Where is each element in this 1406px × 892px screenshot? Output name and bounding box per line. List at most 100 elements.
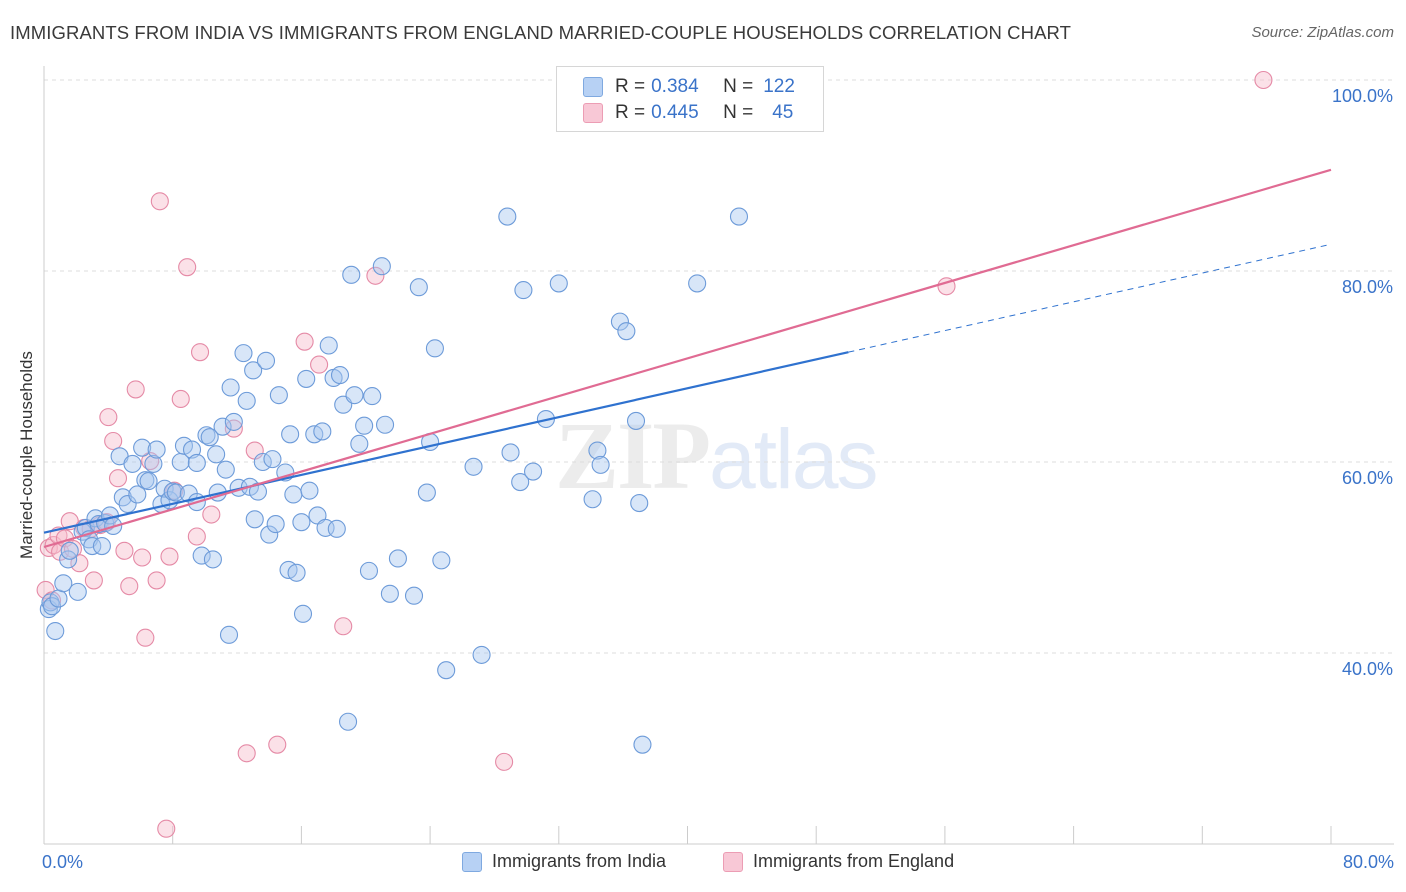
england-point (157, 819, 176, 838)
india-point (472, 645, 491, 664)
india-point (123, 454, 142, 473)
india-point (60, 541, 79, 560)
england-point (202, 505, 221, 524)
india-point (263, 450, 282, 469)
england-point (70, 554, 89, 573)
india-point (203, 550, 222, 569)
england-n-value: 45 (772, 102, 794, 123)
india-point (342, 265, 361, 284)
india-point (144, 454, 163, 473)
england-point (133, 548, 152, 567)
india-point (297, 369, 316, 388)
india-point (192, 546, 211, 565)
india-point (256, 351, 276, 370)
india-point (92, 536, 111, 556)
trend-lines (43, 168, 1332, 549)
england-point (178, 258, 197, 277)
india-point (49, 589, 68, 608)
chart-title: IMMIGRANTS FROM INDIA VS IMMIGRANTS FROM… (10, 22, 1072, 43)
legend-item-england[interactable]: Immigrants from England (723, 851, 954, 872)
india-point (281, 425, 300, 444)
india-point (182, 440, 202, 459)
india-point (330, 366, 350, 385)
england-point (126, 380, 145, 399)
england-point (141, 451, 160, 471)
india-point (327, 519, 346, 538)
india-point (432, 551, 451, 570)
england-point (160, 547, 179, 566)
correlation-legend: R = 0.384 N = 122 R = 0.445 N = 45 (556, 66, 824, 132)
india-point (380, 584, 399, 603)
england-points (36, 70, 1273, 838)
india-legend-label: Immigrants from India (492, 851, 667, 871)
y-axis-label-wrap: Married-couple Households (17, 330, 41, 580)
india-point (355, 416, 374, 435)
y-tick-label: 100.0% (1331, 86, 1393, 106)
y-tick-label: 40.0% (1341, 659, 1393, 679)
india-point (200, 428, 219, 447)
india-n-value: 122 (763, 76, 795, 97)
india-point (46, 621, 65, 641)
india-point (437, 661, 456, 680)
england-point (366, 266, 385, 285)
england-point (84, 571, 103, 590)
india-point (626, 411, 646, 430)
england-point (147, 571, 166, 590)
india-r-value: 0.384 (651, 76, 699, 97)
india-point (128, 485, 147, 504)
india-point (197, 426, 216, 445)
watermark-atlas: atlas (709, 412, 878, 506)
england-point (104, 431, 123, 451)
india-point (350, 434, 369, 453)
india-point (688, 274, 707, 293)
india-point (388, 549, 407, 568)
series-legend: Immigrants from India Immigrants from En… (0, 851, 1406, 877)
india-point (300, 481, 319, 500)
india-swatch (583, 77, 603, 97)
india-point (118, 494, 137, 514)
india-n-label: N = (723, 76, 754, 97)
india-point (425, 339, 444, 358)
england-point (136, 628, 155, 647)
india-point (549, 274, 568, 293)
india-point (359, 561, 379, 580)
england-point (190, 343, 210, 362)
england-n-label: N = (723, 102, 754, 123)
england-point (171, 389, 190, 409)
india-point (293, 604, 313, 623)
india-point (221, 378, 240, 397)
england-trend-line (43, 168, 1332, 549)
india-point (617, 322, 636, 341)
india-point (633, 735, 652, 754)
india-point (139, 472, 158, 491)
y-tick-label: 80.0% (1341, 277, 1393, 297)
legend-item-india[interactable]: Immigrants from India (462, 851, 666, 872)
england-point (1254, 70, 1273, 90)
axis-layer (43, 66, 1394, 845)
india-r-label: R = (615, 76, 646, 97)
india-point (187, 453, 206, 473)
england-point (495, 752, 514, 771)
england-legend-label: Immigrants from England (753, 851, 955, 871)
india-point (319, 336, 338, 355)
india-point (501, 443, 520, 462)
india-point (404, 586, 424, 605)
india-point (583, 490, 602, 509)
england-swatch (583, 103, 603, 123)
india-point (260, 525, 279, 544)
india-point (464, 457, 483, 476)
india-point (216, 460, 235, 479)
y-tick-label: 60.0% (1341, 468, 1393, 488)
india-point (339, 712, 358, 731)
india-point (610, 312, 629, 331)
india-point (511, 473, 530, 492)
india-point (248, 482, 268, 501)
india-point (237, 391, 256, 410)
india-point (524, 462, 543, 481)
legend-row-england: R = 0.445 N = 45 (557, 100, 793, 126)
england-point (295, 332, 314, 351)
india-point (224, 412, 243, 431)
india-point (147, 440, 166, 459)
england-point (268, 735, 287, 754)
